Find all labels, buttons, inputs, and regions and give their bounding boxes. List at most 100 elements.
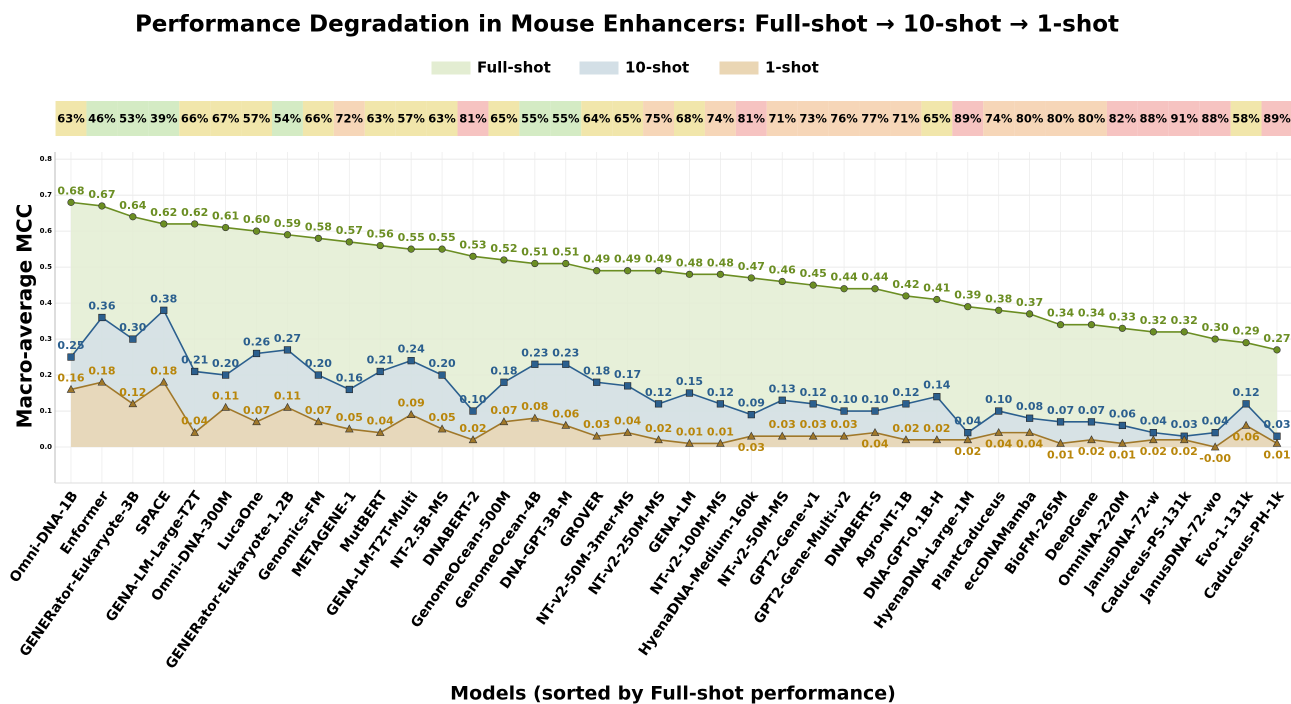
value-label: 0.27 <box>274 332 301 345</box>
degradation-cell <box>643 101 674 136</box>
value-label: 0.03 <box>831 418 858 431</box>
value-label: 0.47 <box>738 260 765 273</box>
y-tick-label: 0.1 <box>40 407 53 415</box>
value-label: 0.12 <box>707 386 734 399</box>
value-label: 0.02 <box>645 422 672 435</box>
value-label: 0.61 <box>212 210 239 223</box>
degradation-cell <box>1261 101 1291 136</box>
value-label: 0.02 <box>1140 445 1167 458</box>
marker <box>1149 328 1157 336</box>
value-label: 0.37 <box>1016 296 1043 309</box>
marker <box>1211 429 1219 437</box>
degradation-label: 88% <box>1201 112 1229 126</box>
value-label: 0.02 <box>1171 445 1198 458</box>
value-label: 0.55 <box>429 231 456 244</box>
value-label: 0.06 <box>1109 407 1136 420</box>
marker <box>654 435 663 444</box>
marker <box>1273 346 1281 354</box>
value-label: 0.05 <box>336 411 363 424</box>
marker <box>1026 414 1034 422</box>
value-label: 0.34 <box>1078 307 1105 320</box>
degradation-cell <box>210 101 242 136</box>
marker <box>283 402 292 411</box>
degradation-label: 74% <box>707 112 735 126</box>
marker <box>1241 420 1251 429</box>
value-label: 0.01 <box>1109 448 1136 461</box>
marker <box>809 281 817 289</box>
marker <box>1087 321 1096 329</box>
value-label: 0.08 <box>521 400 548 413</box>
value-label: 0.02 <box>954 445 981 458</box>
value-label: 0.34 <box>1047 307 1074 320</box>
degradation-cell <box>519 101 551 136</box>
marker <box>1087 435 1096 444</box>
degradation-label: 39% <box>150 112 178 126</box>
value-label: 0.06 <box>552 407 579 420</box>
marker <box>623 428 632 436</box>
value-label: 0.01 <box>1047 448 1074 461</box>
degradation-cell <box>457 101 489 136</box>
value-label: 0.52 <box>490 242 517 255</box>
degradation-label: 65% <box>923 112 951 126</box>
marker <box>562 259 570 268</box>
value-label: 0.59 <box>274 217 301 230</box>
value-label: 0.12 <box>645 386 672 399</box>
value-label: 0.42 <box>892 278 919 291</box>
marker <box>407 245 415 253</box>
value-label: 0.09 <box>738 397 765 410</box>
degradation-cell <box>550 101 582 136</box>
value-label: 0.04 <box>1140 415 1167 428</box>
degradation-label: 66% <box>181 112 209 126</box>
degradation-label: 64% <box>583 112 611 126</box>
value-label: 0.48 <box>676 256 703 269</box>
degradation-label: 65% <box>614 112 642 126</box>
marker <box>375 428 385 436</box>
value-label: 0.38 <box>985 292 1012 305</box>
degradation-cell <box>241 101 272 136</box>
value-label: 0.03 <box>738 441 765 454</box>
degradation-label: 67% <box>212 112 240 126</box>
marker <box>1242 339 1250 347</box>
value-label: 0.10 <box>861 393 888 406</box>
marker <box>1056 438 1065 447</box>
marker <box>654 400 663 408</box>
line <box>70 201 1278 351</box>
marker <box>1273 432 1281 440</box>
marker <box>314 234 322 242</box>
marker <box>871 407 879 415</box>
degradation-label: 68% <box>676 112 704 126</box>
value-label: 0.64 <box>119 199 146 212</box>
marker <box>839 431 849 440</box>
value-label: 0.48 <box>707 256 734 269</box>
marker <box>747 431 756 440</box>
value-label: 0.49 <box>614 253 641 266</box>
value-label: 0.51 <box>521 246 548 259</box>
legend-swatch <box>719 61 759 75</box>
value-label: 0.10 <box>831 393 858 406</box>
marker <box>128 399 138 408</box>
marker <box>716 438 725 447</box>
marker <box>129 335 137 343</box>
degradation-label: 81% <box>738 112 766 126</box>
value-label: 0.10 <box>459 393 486 406</box>
degradation-cell <box>272 101 303 136</box>
degradation-label: 54% <box>274 112 302 126</box>
value-label: 0.62 <box>150 206 177 219</box>
degradation-label: 53% <box>119 112 147 126</box>
degradation-label: 80% <box>1047 112 1075 126</box>
marker <box>67 353 75 361</box>
marker <box>716 270 724 278</box>
value-label: 0.13 <box>769 382 796 395</box>
degradation-cell <box>148 101 180 136</box>
degradation-cell <box>179 101 211 136</box>
y-tick-label: 0.6 <box>40 227 53 235</box>
value-label: 0.68 <box>57 184 84 197</box>
marker <box>252 349 261 358</box>
y-tick-label: 0.5 <box>40 263 53 271</box>
y-tick-label: 0.8 <box>40 155 53 163</box>
marker <box>809 400 817 408</box>
degradation-label: 55% <box>521 112 549 126</box>
degradation-cell <box>55 101 87 136</box>
marker <box>1056 321 1065 329</box>
degradation-cell <box>333 101 365 136</box>
